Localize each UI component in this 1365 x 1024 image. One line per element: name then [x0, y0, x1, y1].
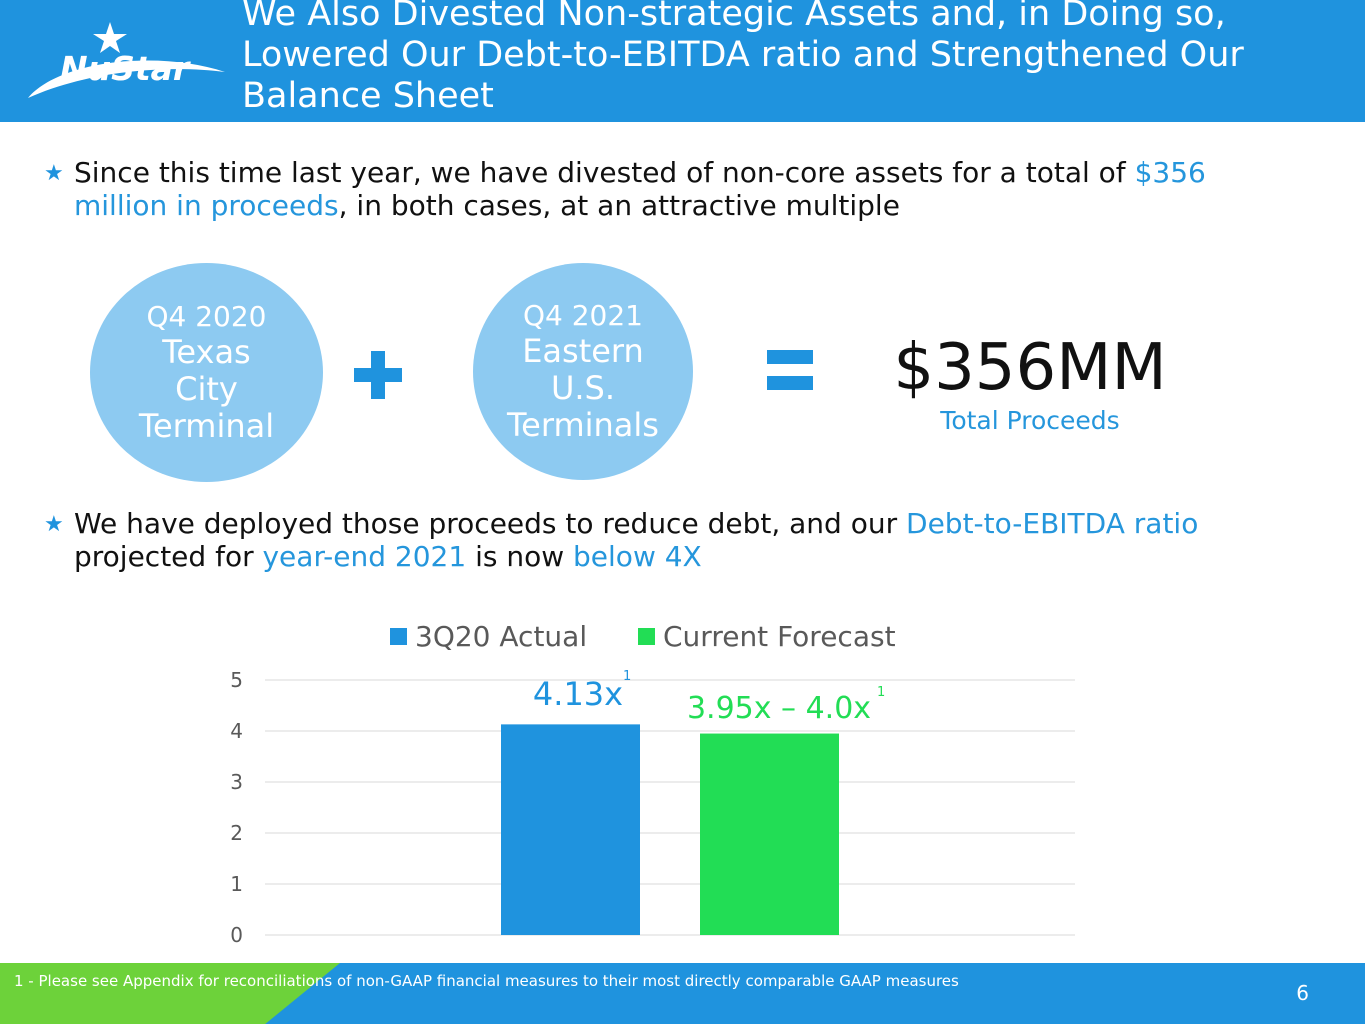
nustar-logo: NuStar — [28, 22, 225, 98]
total-proceeds: $356MM Total Proceeds — [870, 330, 1190, 436]
footnote-marker: 1 — [877, 685, 885, 700]
total-label: Total Proceeds — [940, 406, 1120, 435]
legend-swatch — [390, 628, 407, 645]
bullet-text-part: is now — [466, 540, 574, 573]
bullet-highlight: $356 million in proceeds — [74, 156, 1206, 222]
asset-quarter: Q4 2020 — [146, 300, 267, 333]
legend-swatch — [638, 628, 655, 645]
asset-name-line: City — [175, 370, 238, 408]
page-title: We Also Divested Non-strategic Assets an… — [242, 0, 1244, 116]
y-tick-label: 2 — [230, 821, 243, 845]
bullet-highlight: Debt-to-EBITDA ratio — [906, 507, 1199, 540]
y-tick-label: 1 — [230, 872, 243, 896]
asset-circle-texas-city: Q4 2020 Texas City Terminal — [90, 263, 323, 482]
bar — [501, 724, 640, 935]
footnote-marker: 1 — [623, 669, 631, 684]
page-number: 6 — [1296, 981, 1309, 1005]
bullet-text: Since this time last year, we have dives… — [74, 156, 1234, 222]
logo-text: NuStar — [60, 49, 191, 88]
asset-name-line: Terminal — [138, 407, 275, 445]
y-tick-label: 4 — [230, 719, 243, 743]
bullet-highlight: below 4X — [573, 540, 702, 573]
star-bullet-icon: ★ — [44, 512, 64, 537]
plus-icon — [354, 351, 402, 399]
footnote: 1 - Please see Appendix for reconciliati… — [14, 972, 959, 990]
bullet-text: We have deployed those proceeds to reduc… — [74, 507, 1234, 573]
star-bullet-icon: ★ — [44, 161, 64, 186]
asset-circle-eastern-us: Q4 2021 Eastern U.S. Terminals — [473, 263, 693, 480]
equals-icon — [767, 350, 813, 390]
total-value: $356MM — [893, 331, 1167, 405]
bullet-text-part: projected for — [74, 540, 263, 573]
asset-name-line: U.S. — [550, 369, 616, 407]
data-label: 3.95x – 4.0x — [687, 691, 871, 726]
bullet-highlight: year-end 2021 — [262, 540, 467, 573]
bar — [700, 733, 839, 935]
asset-quarter: Q4 2021 — [522, 299, 643, 332]
y-tick-label: 0 — [230, 923, 243, 947]
asset-name-line: Eastern — [522, 332, 644, 370]
bullet-text-part: , in both cases, at an attractive multip… — [338, 189, 900, 222]
footer-bar: 1 - Please see Appendix for reconciliati… — [0, 963, 1365, 1024]
y-tick-label: 3 — [230, 770, 243, 794]
asset-name-line: Terminals — [507, 406, 659, 444]
legend-label: Current Forecast — [663, 620, 896, 653]
y-tick-label: 5 — [230, 668, 243, 692]
asset-name-line: Texas — [162, 333, 251, 371]
bullet-text-part: Since this time last year, we have dives… — [74, 156, 1135, 189]
data-label: 4.13x — [533, 675, 623, 713]
bullet-text-part: We have deployed those proceeds to reduc… — [74, 507, 907, 540]
header-bar: NuStar We Also Divested Non-strategic As… — [0, 0, 1365, 122]
legend-label: 3Q20 Actual — [415, 620, 587, 653]
